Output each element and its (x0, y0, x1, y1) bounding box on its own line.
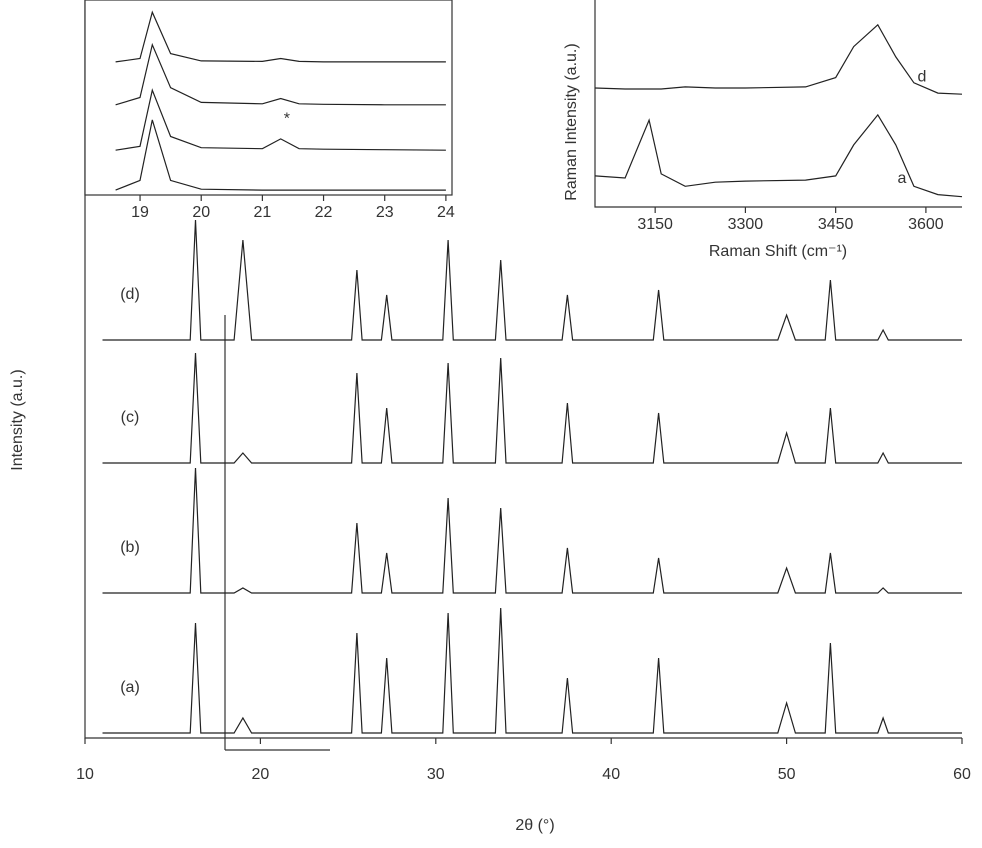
x-tick-label: 60 (953, 766, 971, 783)
trace (594, 23, 963, 95)
x-tick-label: 23 (376, 204, 394, 221)
trace (594, 113, 963, 198)
axis-frame (594, 0, 962, 208)
trace (102, 352, 962, 464)
x-tick-label: 3450 (818, 216, 854, 233)
x-axis-label: Raman Shift (cm⁻¹) (709, 243, 847, 260)
x-axis-label: 2θ (°) (515, 817, 554, 834)
x-tick-label: 10 (76, 766, 94, 783)
x-tick-label: 24 (437, 204, 455, 221)
series-label: (b) (120, 539, 140, 556)
trace (115, 42, 446, 106)
x-tick-label: 30 (427, 766, 445, 783)
x-tick-label: 3300 (728, 216, 764, 233)
inset-background (595, 0, 962, 207)
trace (115, 10, 446, 63)
x-tick-label: 19 (131, 204, 149, 221)
x-tick-label: 20 (252, 766, 270, 783)
x-tick-label: 22 (315, 204, 333, 221)
trace (115, 88, 446, 151)
x-tick-label: 3600 (908, 216, 944, 233)
trace (102, 219, 962, 341)
inset-frame (84, 0, 453, 196)
annotation: * (284, 111, 290, 128)
series-label: (d) (120, 286, 140, 303)
y-axis-label: Raman Intensity (a.u.) (563, 43, 580, 200)
x-tick-label: 3150 (637, 216, 673, 233)
x-tick-label: 20 (192, 204, 210, 221)
x-tick-label: 40 (602, 766, 620, 783)
series-label: d (918, 68, 927, 85)
trace (102, 607, 962, 734)
series-label: (a) (120, 679, 140, 696)
series-label: a (898, 170, 907, 187)
series-label: (c) (121, 409, 140, 426)
x-tick-label: 50 (778, 766, 796, 783)
y-axis-label: Intensity (a.u.) (9, 369, 26, 470)
trace (102, 467, 962, 594)
trace (115, 119, 446, 191)
inset-background (85, 0, 452, 195)
x-tick-label: 21 (253, 204, 271, 221)
